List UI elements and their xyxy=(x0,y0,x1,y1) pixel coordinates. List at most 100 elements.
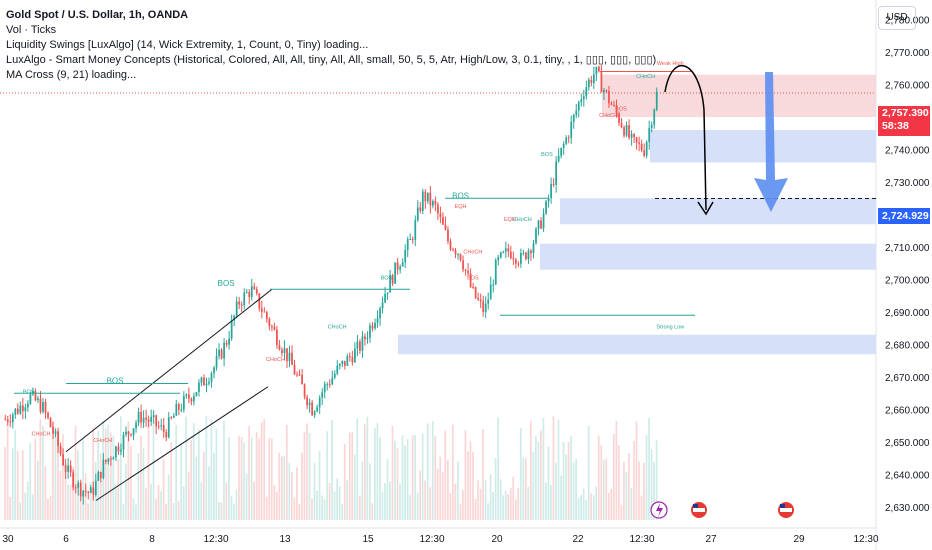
volume-bar xyxy=(399,483,401,520)
candle-body xyxy=(243,292,246,306)
candle-body xyxy=(19,405,22,414)
volume-bar xyxy=(524,458,527,520)
currency-button[interactable]: USD xyxy=(878,6,916,30)
y-tick-label: 2,690.000 xyxy=(885,308,930,319)
candle-body xyxy=(477,297,480,300)
candle-body xyxy=(411,239,414,241)
y-tick-label: 2,780.000 xyxy=(885,16,930,27)
candle-body xyxy=(233,315,236,321)
volume-bar xyxy=(195,456,198,520)
candle-body xyxy=(188,394,190,399)
volume-bar xyxy=(16,450,19,520)
volume-bar xyxy=(633,441,635,520)
candle-body xyxy=(379,308,381,319)
y-tick-label: 2,730.000 xyxy=(885,178,930,189)
volume-bar xyxy=(396,448,399,520)
volume-bar xyxy=(343,443,346,520)
volume-bar xyxy=(363,424,366,520)
candle-body xyxy=(225,342,228,345)
volume-bar xyxy=(293,497,296,520)
candle-body xyxy=(210,373,213,382)
volume-bar xyxy=(215,428,218,520)
candle-body xyxy=(205,383,208,386)
volume-bar xyxy=(180,444,183,520)
volume-bar xyxy=(514,499,517,520)
x-tick-label: 12:30 xyxy=(629,534,654,545)
volume-bar xyxy=(361,461,364,520)
candle-body xyxy=(522,252,525,254)
candle-body xyxy=(376,318,379,323)
volume-bar xyxy=(107,424,110,520)
candle-body xyxy=(87,491,90,493)
candle-body xyxy=(542,213,545,229)
structure-label: CHoCH xyxy=(266,357,285,363)
volume-bar xyxy=(47,498,49,520)
candle-body xyxy=(29,394,32,404)
candle-body xyxy=(633,134,635,138)
candle-body xyxy=(301,374,303,385)
volume-bar xyxy=(190,440,193,520)
candle-body xyxy=(645,141,648,156)
candle-body xyxy=(47,412,49,418)
volume-bar xyxy=(338,486,341,520)
candle-body xyxy=(331,377,334,385)
candle-body xyxy=(494,260,497,285)
candle-body xyxy=(52,427,54,434)
candle-body xyxy=(145,417,147,420)
candle-body xyxy=(537,220,540,229)
candle-body xyxy=(190,398,193,402)
candle-body xyxy=(620,122,623,128)
volume-bar xyxy=(67,484,69,520)
x-tick-label: 22 xyxy=(572,534,584,545)
candle-body xyxy=(147,419,150,422)
candle-body xyxy=(354,348,356,363)
volume-bar xyxy=(278,452,281,520)
structure-label: BOS xyxy=(23,389,35,395)
volume-bar xyxy=(612,434,615,520)
candle-body xyxy=(79,482,82,497)
structure-label: Weak High xyxy=(657,61,684,67)
volume-bar xyxy=(270,438,273,520)
volume-bar xyxy=(404,445,406,520)
volume-bar xyxy=(273,485,276,520)
volume-bar xyxy=(527,486,530,520)
candle-body xyxy=(444,224,447,230)
volume-bar xyxy=(519,427,522,520)
candle-body xyxy=(572,114,575,122)
volume-bar xyxy=(492,491,494,520)
candle-body xyxy=(167,417,170,438)
volume-bar xyxy=(502,495,505,520)
structure-label: BOS xyxy=(107,377,124,386)
volume-bar xyxy=(610,488,613,520)
volume-bar xyxy=(21,450,24,520)
y-tick-label: 2,770.000 xyxy=(885,48,930,59)
candle-body xyxy=(587,79,590,88)
volume-bar xyxy=(356,418,359,520)
volume-bar xyxy=(321,495,323,520)
us-flag-canton xyxy=(693,504,698,508)
volume-bar xyxy=(540,430,542,520)
candle-body xyxy=(426,192,429,202)
volume-bar xyxy=(205,415,208,520)
volume-bar xyxy=(474,498,477,520)
volume-bar xyxy=(628,453,630,520)
candle-body xyxy=(172,415,175,418)
candle-body xyxy=(369,325,371,338)
volume-bar xyxy=(117,459,120,520)
candle-body xyxy=(628,125,630,138)
candle-body xyxy=(623,127,625,136)
candle-body xyxy=(567,137,570,139)
candle-body xyxy=(590,79,593,84)
candle-body xyxy=(643,150,646,156)
volume-bar xyxy=(223,420,225,520)
structure-label: CHoCH xyxy=(328,324,347,330)
volume-bar xyxy=(238,435,240,520)
volume-bar xyxy=(316,491,318,520)
candle-body xyxy=(404,250,407,263)
volume-bar xyxy=(529,420,532,520)
volume-bar xyxy=(592,495,595,520)
candle-body xyxy=(16,408,19,414)
volume-bar xyxy=(147,418,150,520)
volume-bar xyxy=(39,419,42,520)
